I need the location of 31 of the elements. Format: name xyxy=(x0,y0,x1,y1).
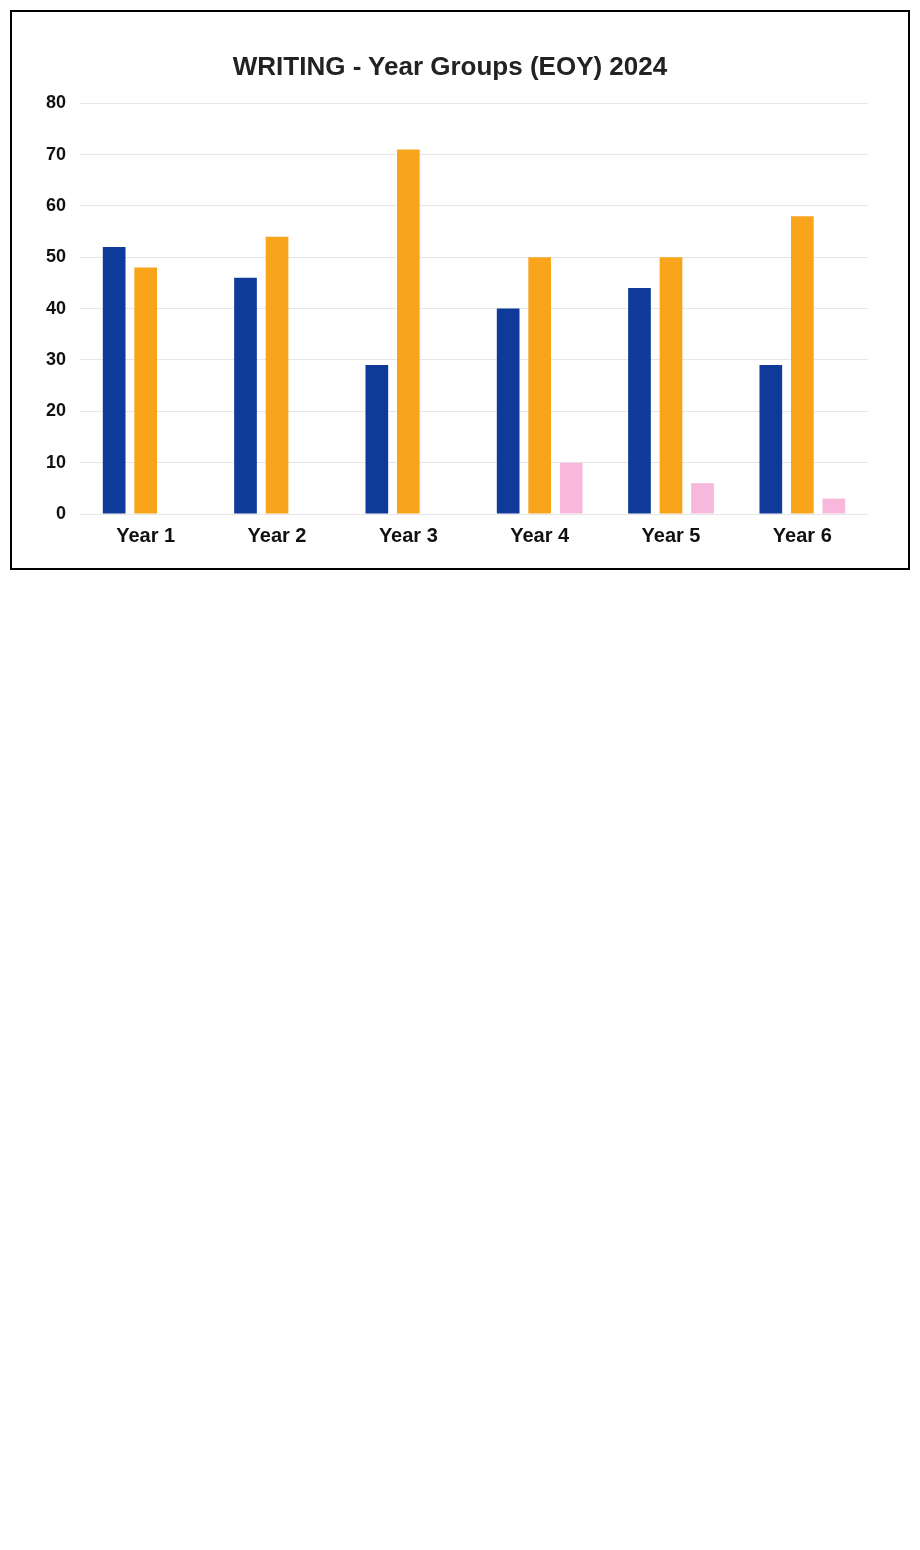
bar xyxy=(528,257,552,514)
y-tick-label: 50 xyxy=(45,246,67,267)
x-tick-label: Year 4 xyxy=(510,523,571,546)
bar xyxy=(628,288,651,514)
y-tick-label: 20 xyxy=(45,400,67,421)
bar xyxy=(134,267,158,514)
x-tick-label: Year 1 xyxy=(116,523,176,546)
x-tick-label: Year 5 xyxy=(641,523,701,546)
y-tick-label: 10 xyxy=(45,451,67,472)
bar xyxy=(822,498,846,514)
bar xyxy=(659,257,683,514)
bar xyxy=(496,308,520,514)
bar xyxy=(790,216,814,514)
y-tick-label: 80 xyxy=(45,92,67,113)
bar xyxy=(559,462,583,514)
y-tick-label: 60 xyxy=(45,194,67,215)
x-tick-label: Year 3 xyxy=(378,523,438,546)
bar xyxy=(102,246,126,514)
bar xyxy=(759,365,783,514)
bar xyxy=(234,277,257,514)
x-tick-label: Year 2 xyxy=(247,523,307,546)
y-tick-label: 0 xyxy=(56,502,67,523)
y-tick-label: 30 xyxy=(45,348,67,369)
bar xyxy=(397,149,420,514)
bar xyxy=(365,365,389,514)
x-tick-label: Year 6 xyxy=(772,523,832,546)
y-tick-label: 40 xyxy=(45,297,67,318)
bar xyxy=(265,236,289,514)
y-tick-label: 70 xyxy=(45,143,67,164)
chart-title: WRITING - Year Groups (EOY) 2024 xyxy=(232,50,668,81)
bar xyxy=(691,483,714,514)
